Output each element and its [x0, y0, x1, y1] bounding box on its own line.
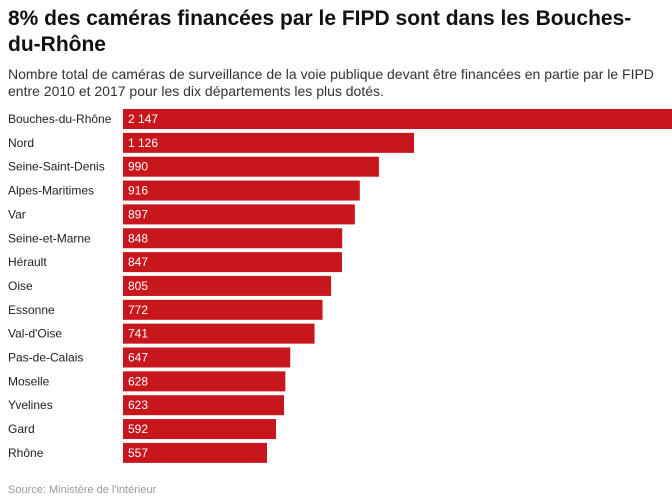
chart-subtitle: Nombre total de caméras de surveillance …: [8, 66, 654, 99]
bar: [123, 395, 285, 416]
bar: [123, 132, 415, 153]
chart-title: 8% des caméras financées par le FIPD son…: [8, 7, 632, 56]
category-label: Yvelines: [8, 398, 53, 412]
category-label: Gard: [8, 422, 35, 436]
bar-chart: Bouches-du-Rhône 2 147 Nord 1 126 Seine-Sain…: [8, 109, 672, 463]
bar: [123, 371, 286, 392]
source-note: Source: Ministère de l'intérieur: [8, 484, 157, 496]
bar: [123, 323, 315, 344]
category-label: Seine-Saint-Denis: [8, 160, 105, 174]
category-label: Rhône: [8, 446, 44, 460]
category-label: Var: [8, 207, 26, 221]
bar-value-label: 741: [128, 327, 148, 341]
category-label: Essonne: [8, 303, 55, 317]
bar-value-label: 772: [128, 303, 148, 317]
bar-value-label: 847: [128, 255, 148, 269]
category-label: Moselle: [8, 374, 50, 388]
bar: [123, 347, 291, 368]
bar: [123, 419, 277, 440]
bar: [123, 252, 342, 273]
bar: [123, 109, 672, 129]
bar-value-label: 990: [128, 160, 148, 174]
bar-value-label: 557: [128, 446, 148, 460]
bar: [123, 228, 343, 249]
bar-value-label: 623: [128, 398, 148, 412]
bar: [123, 299, 323, 320]
bar: [123, 275, 332, 296]
bar-value-label: 647: [128, 351, 148, 365]
category-label: Seine-et-Marne: [8, 231, 91, 245]
bar: [123, 442, 267, 463]
bar: [123, 156, 379, 177]
category-label: Pas-de-Calais: [8, 351, 83, 365]
bar: [123, 180, 360, 201]
bar-value-label: 1 126: [128, 136, 158, 150]
category-label: Val-d'Oise: [8, 327, 62, 341]
bar-value-label: 848: [128, 231, 148, 245]
bar-value-label: 805: [128, 279, 148, 293]
bar-value-label: 916: [128, 184, 148, 198]
category-label: Bouches-du-Rhône: [8, 112, 112, 126]
bar-value-label: 2 147: [128, 112, 158, 126]
category-label: Alpes-Maritimes: [8, 184, 94, 198]
bar: [123, 204, 355, 225]
category-label: Hérault: [8, 255, 47, 269]
bar-value-label: 897: [128, 207, 148, 221]
category-label: Nord: [8, 136, 34, 150]
category-label: Oise: [8, 279, 33, 293]
bar-value-label: 628: [128, 374, 148, 388]
bar-value-label: 592: [128, 422, 148, 436]
